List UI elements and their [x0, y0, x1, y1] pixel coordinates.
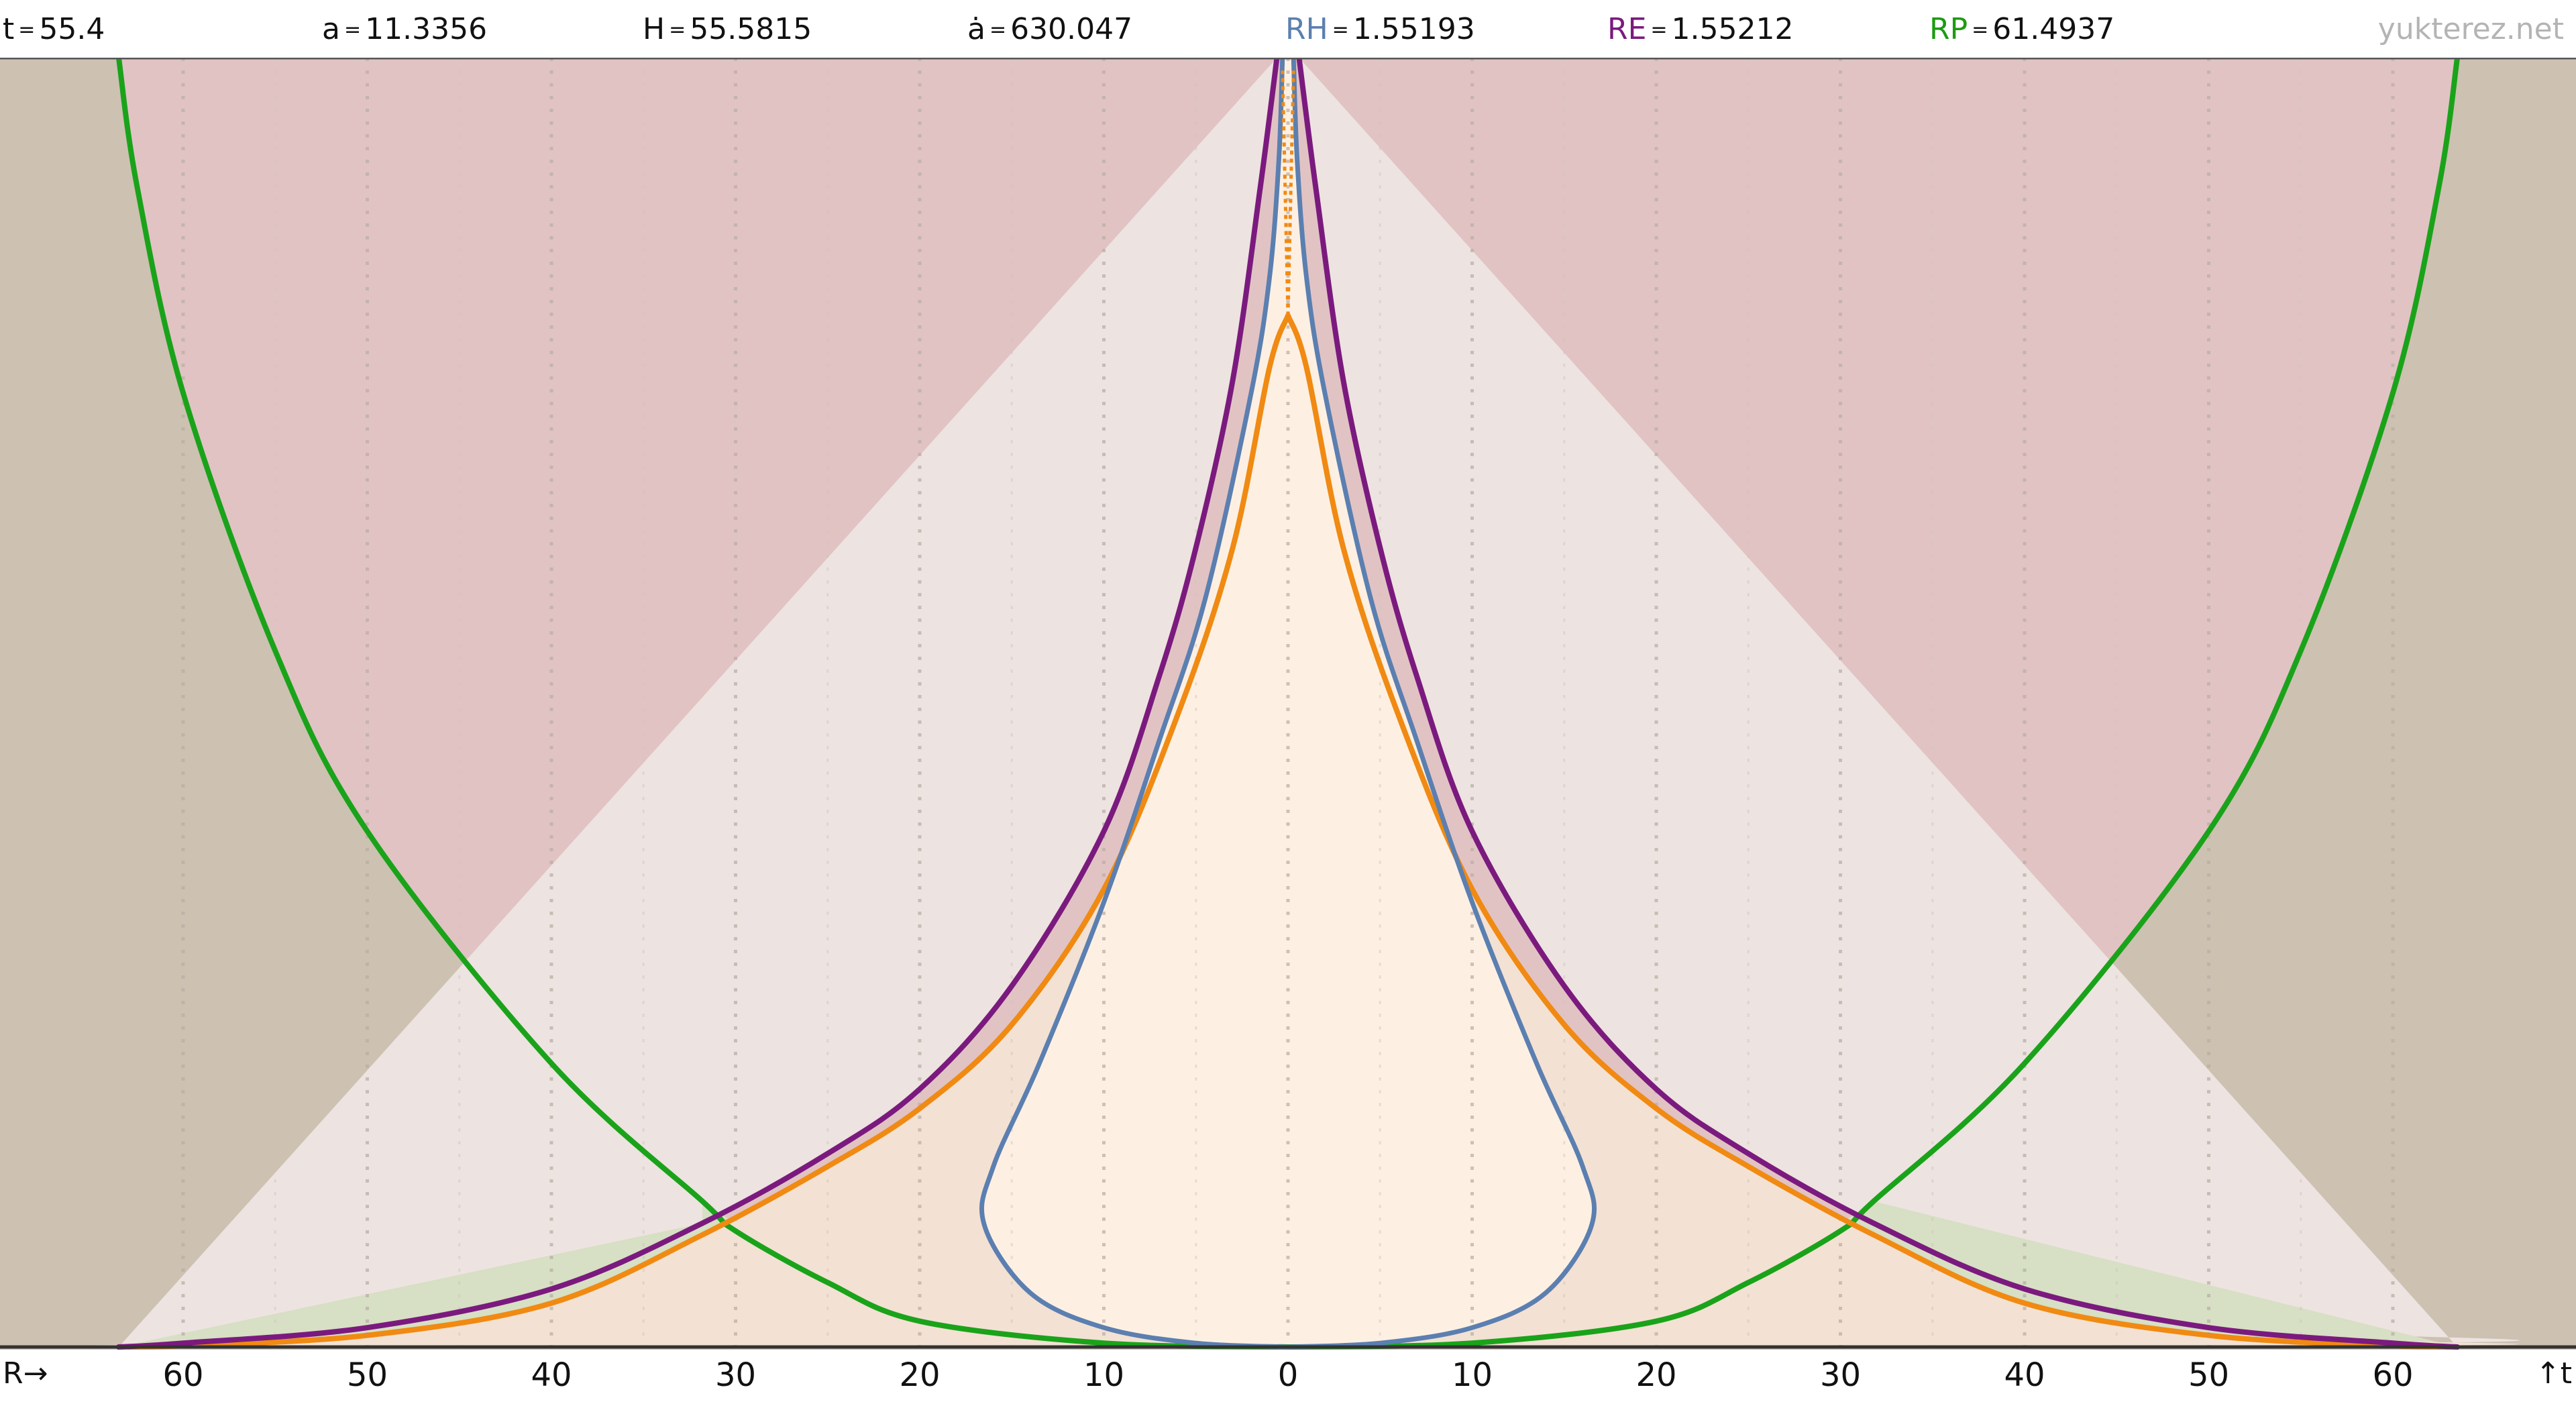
stat-H: H = 55.5815 [643, 9, 812, 50]
stat-a: a = 11.3356 [322, 9, 487, 50]
series-rh-right [1285, 58, 1597, 1350]
stat-value: 1.55212 [1671, 12, 1794, 46]
equals-sign: = [1972, 18, 1989, 42]
stat-label: H [643, 12, 665, 46]
series-rp-left [115, 58, 1291, 1350]
curves [115, 58, 2461, 1350]
equals-sign: = [343, 18, 362, 42]
stat-value: 55.5815 [690, 12, 812, 46]
x-tick-label: 30 [1819, 1356, 1862, 1394]
plot-area [0, 58, 2576, 1350]
header-bar: t = 55.4 a = 11.3356 H = 55.5815 ȧ = 630.047 RH =… [0, 0, 2576, 58]
stat-label: a [322, 12, 340, 46]
x-tick-label: 40 [2004, 1356, 2045, 1394]
equals-sign: = [669, 18, 686, 42]
x-tick-label: 0 [1277, 1356, 1299, 1394]
equals-sign: = [1332, 18, 1349, 42]
stat-t: t = 55.4 [3, 9, 105, 50]
x-tick-label: 30 [714, 1356, 757, 1394]
stat-label: RE [1607, 12, 1647, 46]
stat-value: 61.4937 [1992, 12, 2115, 46]
brand-watermark: yukterez.net [2377, 12, 2564, 46]
orange-dotted-extension [1286, 70, 1295, 316]
series-rp-right [1285, 58, 2461, 1350]
stat-label: RP [1929, 12, 1968, 46]
series-orange-left [125, 313, 1291, 1350]
stat-value: 55.4 [39, 12, 105, 46]
x-tick-label: 60 [2372, 1356, 2414, 1394]
x-tick-label: 40 [531, 1356, 572, 1394]
frame [0, 58, 2576, 1349]
equals-sign: = [18, 18, 36, 42]
series-orange-right [1285, 313, 2451, 1350]
x-tick-label: 10 [1083, 1356, 1125, 1394]
stat-adot: ȧ = 630.047 [967, 9, 1132, 50]
stat-label: RH [1285, 12, 1328, 46]
x-axis-label: R→ [3, 1356, 48, 1391]
stat-RP: RP = 61.4937 [1929, 9, 2114, 50]
stat-value: 630.047 [1010, 12, 1133, 46]
x-tick-label: 50 [2188, 1356, 2230, 1394]
x-axis-bar: R→ 60 50 40 30 20 10 0 10 20 30 40 50 60 ↑t [0, 1350, 2576, 1406]
series-re-left [115, 58, 1280, 1350]
stat-label: t [3, 12, 15, 46]
series-re-right [1296, 58, 2461, 1350]
t-axis-arrow: ↑t [2535, 1356, 2572, 1391]
x-tick-label: 60 [162, 1356, 204, 1394]
stat-RH: RH = 1.55193 [1285, 9, 1475, 50]
equals-sign: = [1650, 18, 1668, 42]
rh-interior-fill [981, 58, 1595, 1347]
orange-dotted-extension [1281, 70, 1290, 316]
x-tick-label: 20 [1635, 1356, 1677, 1394]
x-tick-label: 20 [899, 1356, 941, 1394]
stat-RE: RE = 1.55212 [1607, 9, 1793, 50]
stat-label: ȧ [967, 12, 985, 46]
stat-value: 1.55193 [1352, 12, 1475, 46]
re-interior-fill [0, 58, 2520, 1347]
series-rh-left [979, 58, 1291, 1350]
stat-value: 11.3356 [365, 12, 488, 46]
x-tick-label: 10 [1451, 1356, 1493, 1394]
equals-sign: = [989, 18, 1007, 42]
x-tick-label: 50 [346, 1356, 388, 1394]
